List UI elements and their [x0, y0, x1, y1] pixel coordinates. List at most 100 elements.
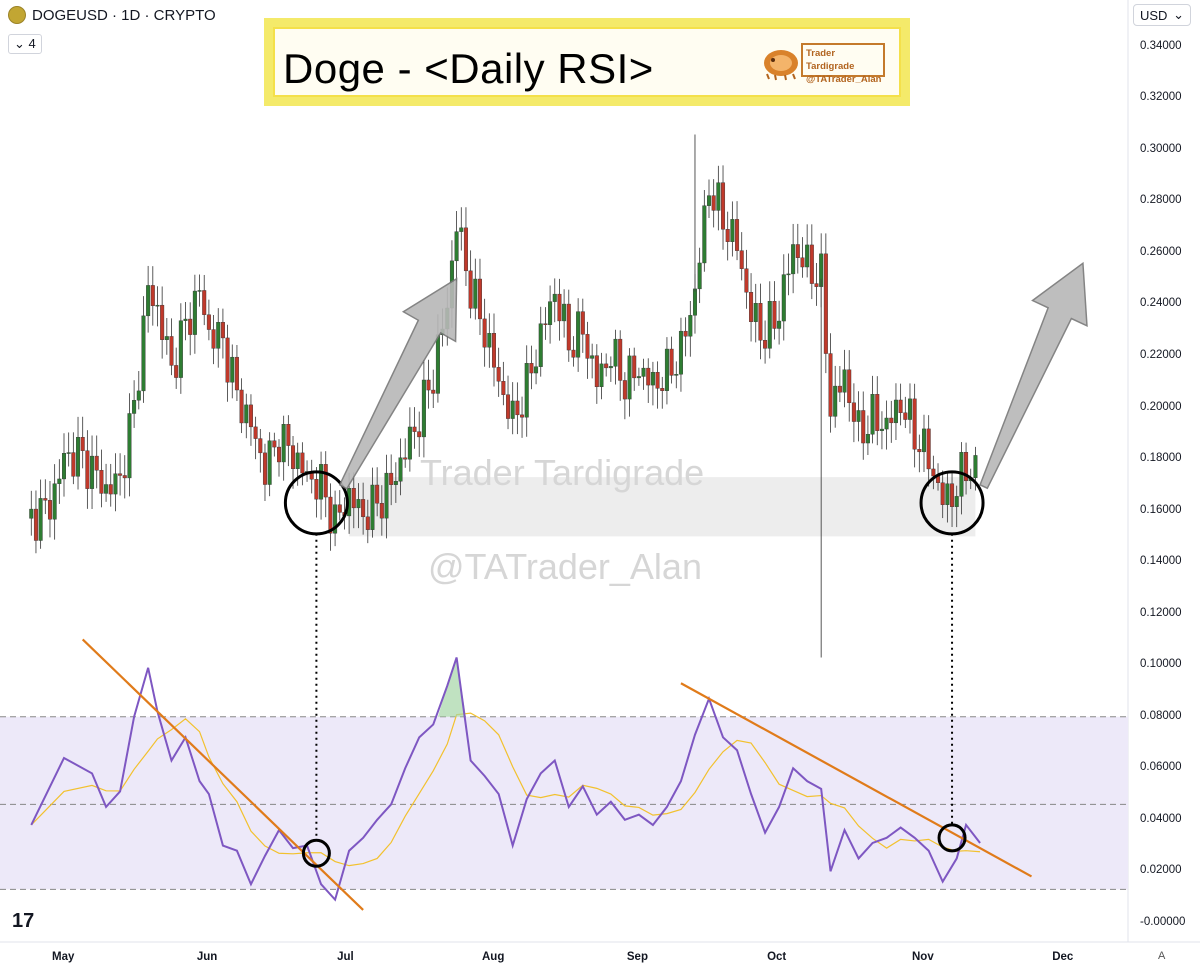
- candle-body: [164, 336, 169, 340]
- candle-body: [141, 315, 146, 392]
- candle-body: [417, 431, 422, 438]
- candle-body: [90, 455, 95, 489]
- candle-body: [174, 365, 179, 378]
- candle-body: [407, 426, 412, 460]
- candle-body: [636, 376, 641, 379]
- candle-body: [43, 498, 48, 501]
- candle-body: [291, 445, 296, 469]
- candle-body: [262, 452, 267, 485]
- candle-body: [258, 438, 263, 454]
- y-tick-label: 0.32000: [1140, 91, 1182, 104]
- candle-body: [786, 273, 791, 276]
- candle-body: [898, 399, 903, 414]
- candle-body: [823, 253, 828, 354]
- candle-body: [150, 285, 155, 307]
- candle-body: [295, 452, 300, 469]
- candle-body: [809, 244, 814, 284]
- candle-body: [912, 398, 917, 450]
- candle-body: [903, 412, 908, 420]
- rsi-line: [30, 657, 981, 902]
- candle-body: [230, 356, 235, 383]
- tradingview-logo[interactable]: 17: [12, 910, 35, 932]
- y-tick-label: 0.06000: [1140, 761, 1182, 774]
- candle-body: [669, 348, 674, 376]
- currency-select[interactable]: USD ⌄: [1133, 4, 1191, 26]
- y-tick-label: 0.28000: [1140, 194, 1182, 207]
- candle-body: [492, 333, 497, 368]
- indicator-toggle[interactable]: ⌄ 4: [8, 34, 42, 54]
- candle-body: [851, 402, 856, 422]
- candle-body: [496, 367, 501, 382]
- candle-body: [239, 389, 244, 424]
- candle-body: [510, 400, 515, 419]
- candle-body: [454, 231, 459, 262]
- candle-body: [664, 348, 669, 391]
- candle-body: [571, 349, 576, 358]
- title-inner: Doge - <Daily RSI> Trader Tardigrade @TA…: [273, 27, 901, 97]
- candle-body: [431, 389, 436, 394]
- candle-body: [76, 437, 81, 477]
- candle-body: [543, 323, 548, 325]
- candle-body: [833, 385, 838, 417]
- candle-body: [725, 229, 730, 242]
- candle-body: [253, 426, 258, 439]
- author-name: Trader Tardigrade: [806, 48, 855, 72]
- symbol-header[interactable]: DOGEUSD · 1D · CRYPTO: [8, 6, 216, 24]
- rsi-circle-2: [937, 823, 967, 853]
- candle-body: [618, 338, 623, 381]
- candle-body: [435, 334, 440, 394]
- candle-body: [487, 333, 492, 348]
- support-zone: [349, 477, 976, 537]
- candle-body: [370, 484, 375, 530]
- candle-body: [361, 499, 366, 518]
- candle-body: [524, 363, 529, 418]
- candle-body: [463, 227, 468, 272]
- candle-body: [655, 372, 660, 389]
- candle-body: [155, 304, 160, 307]
- y-tick-label: 0.08000: [1140, 709, 1182, 722]
- candle-body: [931, 468, 936, 477]
- candle-body: [884, 417, 889, 430]
- candle-body: [393, 481, 398, 485]
- candle-body: [220, 322, 225, 339]
- candle-body: [506, 394, 511, 419]
- x-tick-label: Nov: [912, 951, 934, 963]
- candle-body: [922, 428, 927, 453]
- candle-body: [188, 318, 193, 335]
- chevron-down-icon: ⌄: [1173, 7, 1184, 22]
- candle-body: [323, 464, 328, 498]
- candle-body: [753, 303, 758, 322]
- candle-body: [192, 290, 197, 335]
- candle-body: [814, 283, 819, 287]
- watermark-handle: @TATrader_Alan: [428, 546, 702, 587]
- candle-body: [870, 394, 875, 435]
- candle-body: [842, 369, 847, 393]
- candle-body: [697, 262, 702, 290]
- candle-body: [641, 367, 646, 377]
- candle-body: [118, 473, 123, 476]
- candle-body: [33, 508, 38, 541]
- candle-body: [692, 288, 697, 316]
- candle-body: [337, 504, 342, 513]
- candle-body: [468, 270, 473, 309]
- candle-body: [707, 195, 712, 206]
- candle-body: [950, 483, 955, 507]
- candle-body: [702, 205, 707, 264]
- y-tick-label: 0.18000: [1140, 452, 1182, 465]
- candle-body: [805, 244, 810, 268]
- candle-body: [94, 455, 99, 471]
- candle-body: [650, 372, 655, 386]
- candle-body: [795, 244, 800, 258]
- candle-body: [777, 320, 782, 329]
- x-tick-label: May: [52, 951, 75, 963]
- candle-body: [459, 227, 464, 232]
- candle-body: [412, 426, 417, 432]
- x-tick-label: Jul: [337, 951, 354, 963]
- author-tag: Trader Tardigrade @TATrader_Alan: [801, 43, 885, 85]
- candle-body: [660, 388, 665, 391]
- candle-body: [576, 311, 581, 358]
- auto-scale-button[interactable]: A: [1158, 950, 1166, 962]
- x-tick-label: Sep: [626, 951, 648, 963]
- candle-body: [57, 478, 62, 484]
- candle-body: [104, 484, 109, 494]
